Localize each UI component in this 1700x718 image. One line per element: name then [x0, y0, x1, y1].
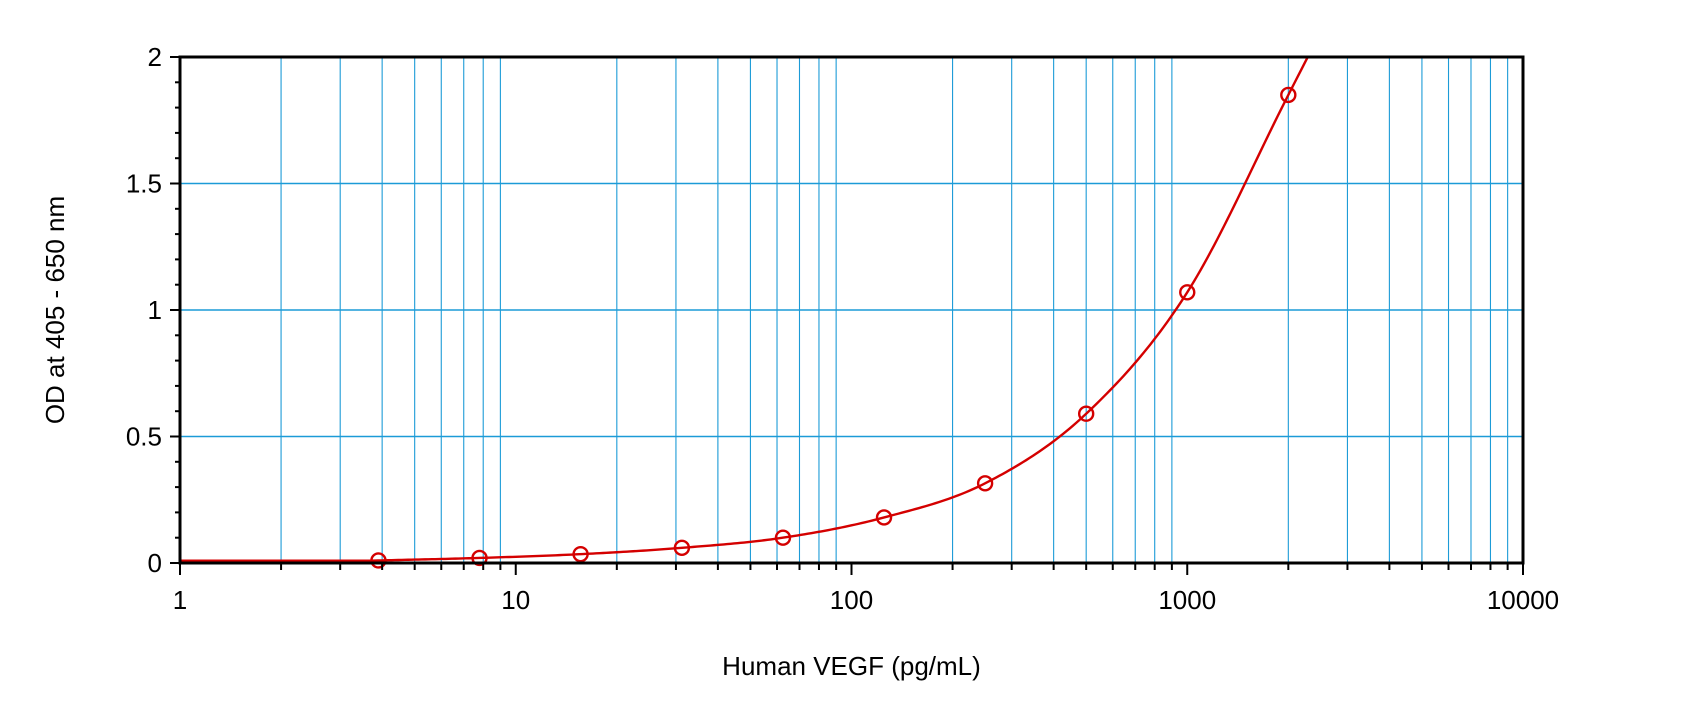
- data-points: [370, 86, 1297, 569]
- data-point: [1077, 405, 1095, 422]
- x-tick-label: 10: [501, 585, 530, 615]
- grid: [180, 57, 1523, 563]
- y-tick-label: 2: [148, 42, 162, 72]
- data-point: [875, 509, 893, 526]
- fit-curve: [180, 56, 1309, 562]
- y-tick-label: 1: [148, 295, 162, 325]
- y-tick-label: 1.5: [126, 169, 162, 199]
- data-point: [1280, 86, 1297, 104]
- data-point: [1179, 284, 1196, 301]
- axis-ticks: [170, 56, 1524, 575]
- data-point: [572, 545, 589, 563]
- data-point: [673, 539, 691, 557]
- y-tick-label: 0: [148, 548, 162, 578]
- x-tick-label: 1: [173, 585, 187, 615]
- data-point: [471, 549, 488, 567]
- data-point: [774, 529, 792, 546]
- data-point: [370, 552, 387, 569]
- y-tick-label: 0.5: [126, 422, 162, 452]
- x-tick-label: 100: [830, 585, 873, 615]
- fit-curve-layer: [180, 56, 1309, 562]
- data-point: [976, 475, 994, 492]
- x-axis-title: Human VEGF (pg/mL): [722, 651, 981, 681]
- y-axis-title: OD at 405 - 650 nm: [40, 196, 70, 424]
- x-tick-labels: 1 10 100 1000 10000: [173, 585, 1559, 615]
- x-tick-label: 1000: [1158, 585, 1216, 615]
- x-tick-label: 10000: [1487, 585, 1559, 615]
- y-tick-labels: 0 0.5 1 1.5 2: [126, 42, 162, 578]
